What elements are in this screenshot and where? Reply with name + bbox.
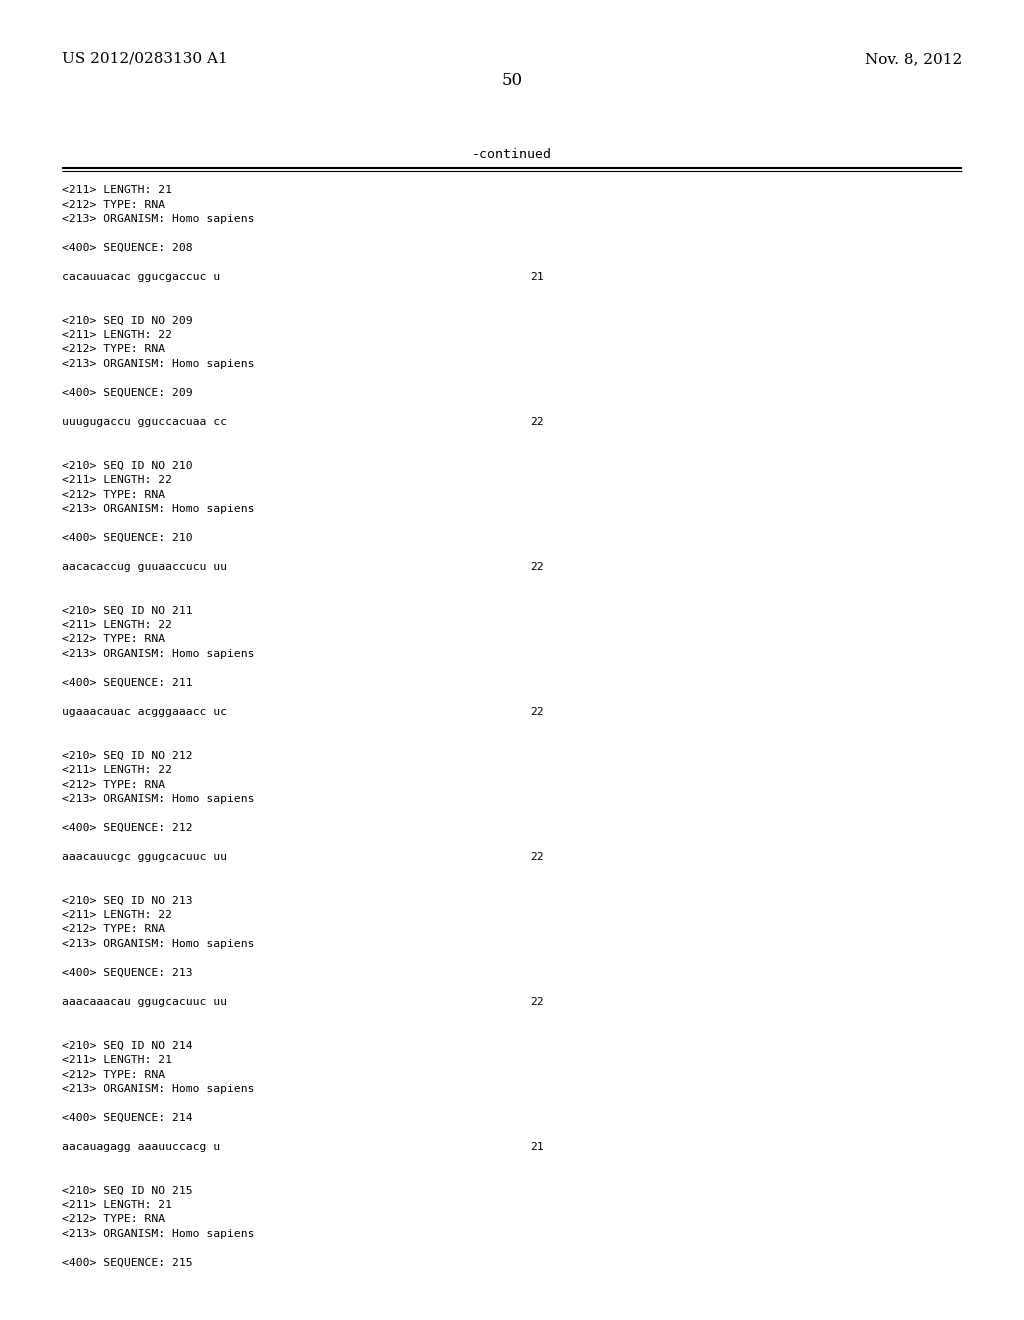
Text: <213> ORGANISM: Homo sapiens: <213> ORGANISM: Homo sapiens (62, 504, 255, 513)
Text: <212> TYPE: RNA: <212> TYPE: RNA (62, 1214, 165, 1225)
Text: <211> LENGTH: 21: <211> LENGTH: 21 (62, 1200, 172, 1210)
Text: <212> TYPE: RNA: <212> TYPE: RNA (62, 490, 165, 499)
Text: <211> LENGTH: 22: <211> LENGTH: 22 (62, 909, 172, 920)
Text: aaacauucgc ggugcacuuc uu: aaacauucgc ggugcacuuc uu (62, 851, 227, 862)
Text: ugaaacauac acgggaaacc uc: ugaaacauac acgggaaacc uc (62, 708, 227, 717)
Text: <210> SEQ ID NO 215: <210> SEQ ID NO 215 (62, 1185, 193, 1196)
Text: <210> SEQ ID NO 209: <210> SEQ ID NO 209 (62, 315, 193, 326)
Text: <210> SEQ ID NO 213: <210> SEQ ID NO 213 (62, 895, 193, 906)
Text: <400> SEQUENCE: 209: <400> SEQUENCE: 209 (62, 388, 193, 399)
Text: <212> TYPE: RNA: <212> TYPE: RNA (62, 199, 165, 210)
Text: 50: 50 (502, 73, 522, 88)
Text: <213> ORGANISM: Homo sapiens: <213> ORGANISM: Homo sapiens (62, 214, 255, 224)
Text: <211> LENGTH: 22: <211> LENGTH: 22 (62, 330, 172, 341)
Text: <210> SEQ ID NO 211: <210> SEQ ID NO 211 (62, 606, 193, 615)
Text: aacacaccug guuaaccucu uu: aacacaccug guuaaccucu uu (62, 562, 227, 572)
Text: <213> ORGANISM: Homo sapiens: <213> ORGANISM: Homo sapiens (62, 1084, 255, 1094)
Text: 22: 22 (530, 708, 544, 717)
Text: <210> SEQ ID NO 210: <210> SEQ ID NO 210 (62, 461, 193, 470)
Text: Nov. 8, 2012: Nov. 8, 2012 (864, 51, 962, 66)
Text: <210> SEQ ID NO 212: <210> SEQ ID NO 212 (62, 751, 193, 760)
Text: 22: 22 (530, 851, 544, 862)
Text: 22: 22 (530, 997, 544, 1007)
Text: <211> LENGTH: 22: <211> LENGTH: 22 (62, 475, 172, 484)
Text: <210> SEQ ID NO 214: <210> SEQ ID NO 214 (62, 1040, 193, 1051)
Text: -continued: -continued (472, 148, 552, 161)
Text: <400> SEQUENCE: 212: <400> SEQUENCE: 212 (62, 822, 193, 833)
Text: <213> ORGANISM: Homo sapiens: <213> ORGANISM: Homo sapiens (62, 359, 255, 370)
Text: <212> TYPE: RNA: <212> TYPE: RNA (62, 780, 165, 789)
Text: cacauuacac ggucgaccuc u: cacauuacac ggucgaccuc u (62, 272, 220, 282)
Text: US 2012/0283130 A1: US 2012/0283130 A1 (62, 51, 227, 66)
Text: 22: 22 (530, 562, 544, 572)
Text: aacauagagg aaauuccacg u: aacauagagg aaauuccacg u (62, 1142, 220, 1152)
Text: <211> LENGTH: 21: <211> LENGTH: 21 (62, 185, 172, 195)
Text: <213> ORGANISM: Homo sapiens: <213> ORGANISM: Homo sapiens (62, 795, 255, 804)
Text: <400> SEQUENCE: 210: <400> SEQUENCE: 210 (62, 533, 193, 543)
Text: <400> SEQUENCE: 215: <400> SEQUENCE: 215 (62, 1258, 193, 1269)
Text: <400> SEQUENCE: 213: <400> SEQUENCE: 213 (62, 968, 193, 978)
Text: <212> TYPE: RNA: <212> TYPE: RNA (62, 345, 165, 355)
Text: aaacaaacau ggugcacuuc uu: aaacaaacau ggugcacuuc uu (62, 997, 227, 1007)
Text: <400> SEQUENCE: 208: <400> SEQUENCE: 208 (62, 243, 193, 253)
Text: <213> ORGANISM: Homo sapiens: <213> ORGANISM: Homo sapiens (62, 939, 255, 949)
Text: <213> ORGANISM: Homo sapiens: <213> ORGANISM: Homo sapiens (62, 649, 255, 659)
Text: <213> ORGANISM: Homo sapiens: <213> ORGANISM: Homo sapiens (62, 1229, 255, 1239)
Text: uuugugaccu gguccacuaa cc: uuugugaccu gguccacuaa cc (62, 417, 227, 426)
Text: <400> SEQUENCE: 211: <400> SEQUENCE: 211 (62, 678, 193, 688)
Text: <211> LENGTH: 22: <211> LENGTH: 22 (62, 766, 172, 775)
Text: 22: 22 (530, 417, 544, 426)
Text: <212> TYPE: RNA: <212> TYPE: RNA (62, 924, 165, 935)
Text: 21: 21 (530, 272, 544, 282)
Text: <211> LENGTH: 21: <211> LENGTH: 21 (62, 1055, 172, 1065)
Text: <211> LENGTH: 22: <211> LENGTH: 22 (62, 620, 172, 630)
Text: 21: 21 (530, 1142, 544, 1152)
Text: <212> TYPE: RNA: <212> TYPE: RNA (62, 635, 165, 644)
Text: <212> TYPE: RNA: <212> TYPE: RNA (62, 1069, 165, 1080)
Text: <400> SEQUENCE: 214: <400> SEQUENCE: 214 (62, 1113, 193, 1123)
